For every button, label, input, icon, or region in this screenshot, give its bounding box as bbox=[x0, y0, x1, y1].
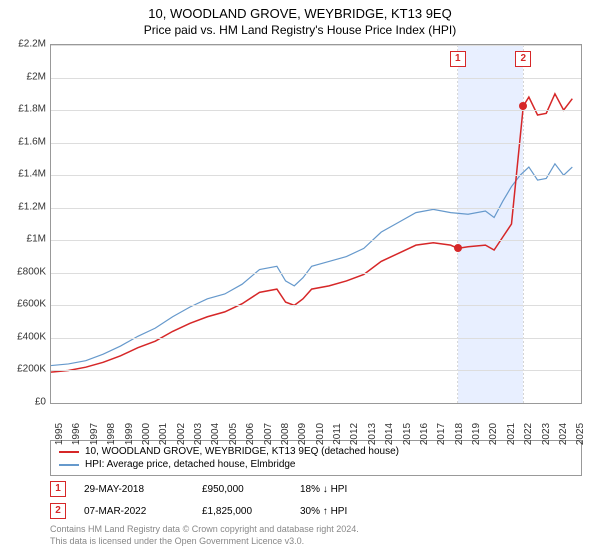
x-tick-label: 2025 bbox=[575, 423, 586, 445]
x-tick-label: 2000 bbox=[141, 423, 152, 445]
x-tick-label: 2011 bbox=[332, 423, 343, 445]
y-tick-label: £200K bbox=[17, 364, 46, 375]
footnote-line-2: This data is licensed under the Open Gov… bbox=[50, 536, 359, 548]
gridline bbox=[51, 240, 581, 241]
sale-diff: 30% ↑ HPI bbox=[300, 506, 400, 517]
sale-point bbox=[519, 102, 527, 110]
x-tick-label: 2013 bbox=[367, 423, 378, 445]
plot-area: 12 bbox=[50, 44, 582, 404]
sale-marker-icon: 2 bbox=[50, 503, 66, 519]
legend-label: 10, WOODLAND GROVE, WEYBRIDGE, KT13 9EQ … bbox=[85, 446, 399, 457]
chart-subtitle: Price paid vs. HM Land Registry's House … bbox=[0, 21, 600, 43]
y-tick-label: £600K bbox=[17, 299, 46, 310]
x-tick-label: 1997 bbox=[89, 423, 100, 445]
x-tick-label: 2023 bbox=[541, 423, 552, 445]
footnote: Contains HM Land Registry data © Crown c… bbox=[50, 524, 359, 547]
x-tick-label: 2003 bbox=[193, 423, 204, 445]
legend: 10, WOODLAND GROVE, WEYBRIDGE, KT13 9EQ … bbox=[50, 440, 582, 476]
x-tick-label: 1995 bbox=[54, 423, 65, 445]
y-tick-label: £1.8M bbox=[18, 104, 46, 115]
legend-swatch bbox=[59, 464, 79, 466]
y-tick-label: £0 bbox=[35, 397, 46, 408]
x-tick-label: 2004 bbox=[210, 423, 221, 445]
x-tick-label: 2022 bbox=[523, 423, 534, 445]
x-tick-label: 2008 bbox=[280, 423, 291, 445]
x-tick-label: 2014 bbox=[384, 423, 395, 445]
series-line-property bbox=[51, 94, 572, 372]
sale-price: £950,000 bbox=[202, 484, 282, 495]
sale-marker-box: 1 bbox=[450, 51, 466, 67]
x-tick-label: 2024 bbox=[558, 423, 569, 445]
y-tick-label: £800K bbox=[17, 266, 46, 277]
sale-row: 2 07-MAR-2022 £1,825,000 30% ↑ HPI bbox=[50, 500, 400, 522]
sales-table: 1 29-MAY-2018 £950,000 18% ↓ HPI 2 07-MAR-202… bbox=[50, 478, 400, 522]
gridline bbox=[51, 273, 581, 274]
x-tick-label: 1999 bbox=[124, 423, 135, 445]
x-tick-label: 2009 bbox=[297, 423, 308, 445]
gridline bbox=[51, 208, 581, 209]
x-tick-label: 2002 bbox=[176, 423, 187, 445]
chart-container: 10, WOODLAND GROVE, WEYBRIDGE, KT13 9EQ … bbox=[0, 0, 600, 560]
y-tick-label: £2M bbox=[27, 71, 46, 82]
series-line-hpi bbox=[51, 164, 572, 366]
x-tick-label: 2007 bbox=[263, 423, 274, 445]
sale-marker-icon: 1 bbox=[50, 481, 66, 497]
y-tick-label: £1.4M bbox=[18, 169, 46, 180]
gridline bbox=[51, 78, 581, 79]
x-tick-label: 2020 bbox=[488, 423, 499, 445]
sale-date: 29-MAY-2018 bbox=[84, 484, 184, 495]
x-tick-label: 1996 bbox=[71, 423, 82, 445]
x-tick-label: 2012 bbox=[349, 423, 360, 445]
sale-marker-box: 2 bbox=[515, 51, 531, 67]
chart-svg bbox=[51, 45, 581, 403]
y-tick-label: £1M bbox=[27, 234, 46, 245]
gridline bbox=[51, 370, 581, 371]
legend-item: HPI: Average price, detached house, Elmb… bbox=[59, 458, 573, 471]
gridline bbox=[51, 110, 581, 111]
sale-point bbox=[454, 244, 462, 252]
sale-row: 1 29-MAY-2018 £950,000 18% ↓ HPI bbox=[50, 478, 400, 500]
gridline bbox=[51, 175, 581, 176]
x-tick-label: 2015 bbox=[402, 423, 413, 445]
x-tick-label: 1998 bbox=[106, 423, 117, 445]
legend-label: HPI: Average price, detached house, Elmb… bbox=[85, 459, 296, 470]
legend-item: 10, WOODLAND GROVE, WEYBRIDGE, KT13 9EQ … bbox=[59, 445, 573, 458]
x-tick-label: 2001 bbox=[158, 423, 169, 445]
x-tick-label: 2017 bbox=[436, 423, 447, 445]
y-tick-label: £1.2M bbox=[18, 201, 46, 212]
x-tick-label: 2016 bbox=[419, 423, 430, 445]
legend-swatch bbox=[59, 451, 79, 453]
gridline bbox=[51, 143, 581, 144]
y-tick-label: £1.6M bbox=[18, 136, 46, 147]
y-tick-label: £2.2M bbox=[18, 39, 46, 50]
x-tick-label: 2006 bbox=[245, 423, 256, 445]
x-tick-label: 2010 bbox=[315, 423, 326, 445]
gridline bbox=[51, 45, 581, 46]
gridline bbox=[51, 305, 581, 306]
footnote-line-1: Contains HM Land Registry data © Crown c… bbox=[50, 524, 359, 536]
chart-title: 10, WOODLAND GROVE, WEYBRIDGE, KT13 9EQ bbox=[0, 0, 600, 21]
sale-price: £1,825,000 bbox=[202, 506, 282, 517]
sale-diff: 18% ↓ HPI bbox=[300, 484, 400, 495]
x-tick-label: 2018 bbox=[454, 423, 465, 445]
x-tick-label: 2021 bbox=[506, 423, 517, 445]
x-tick-label: 2005 bbox=[228, 423, 239, 445]
x-tick-label: 2019 bbox=[471, 423, 482, 445]
sale-date: 07-MAR-2022 bbox=[84, 506, 184, 517]
y-tick-label: £400K bbox=[17, 331, 46, 342]
gridline bbox=[51, 338, 581, 339]
